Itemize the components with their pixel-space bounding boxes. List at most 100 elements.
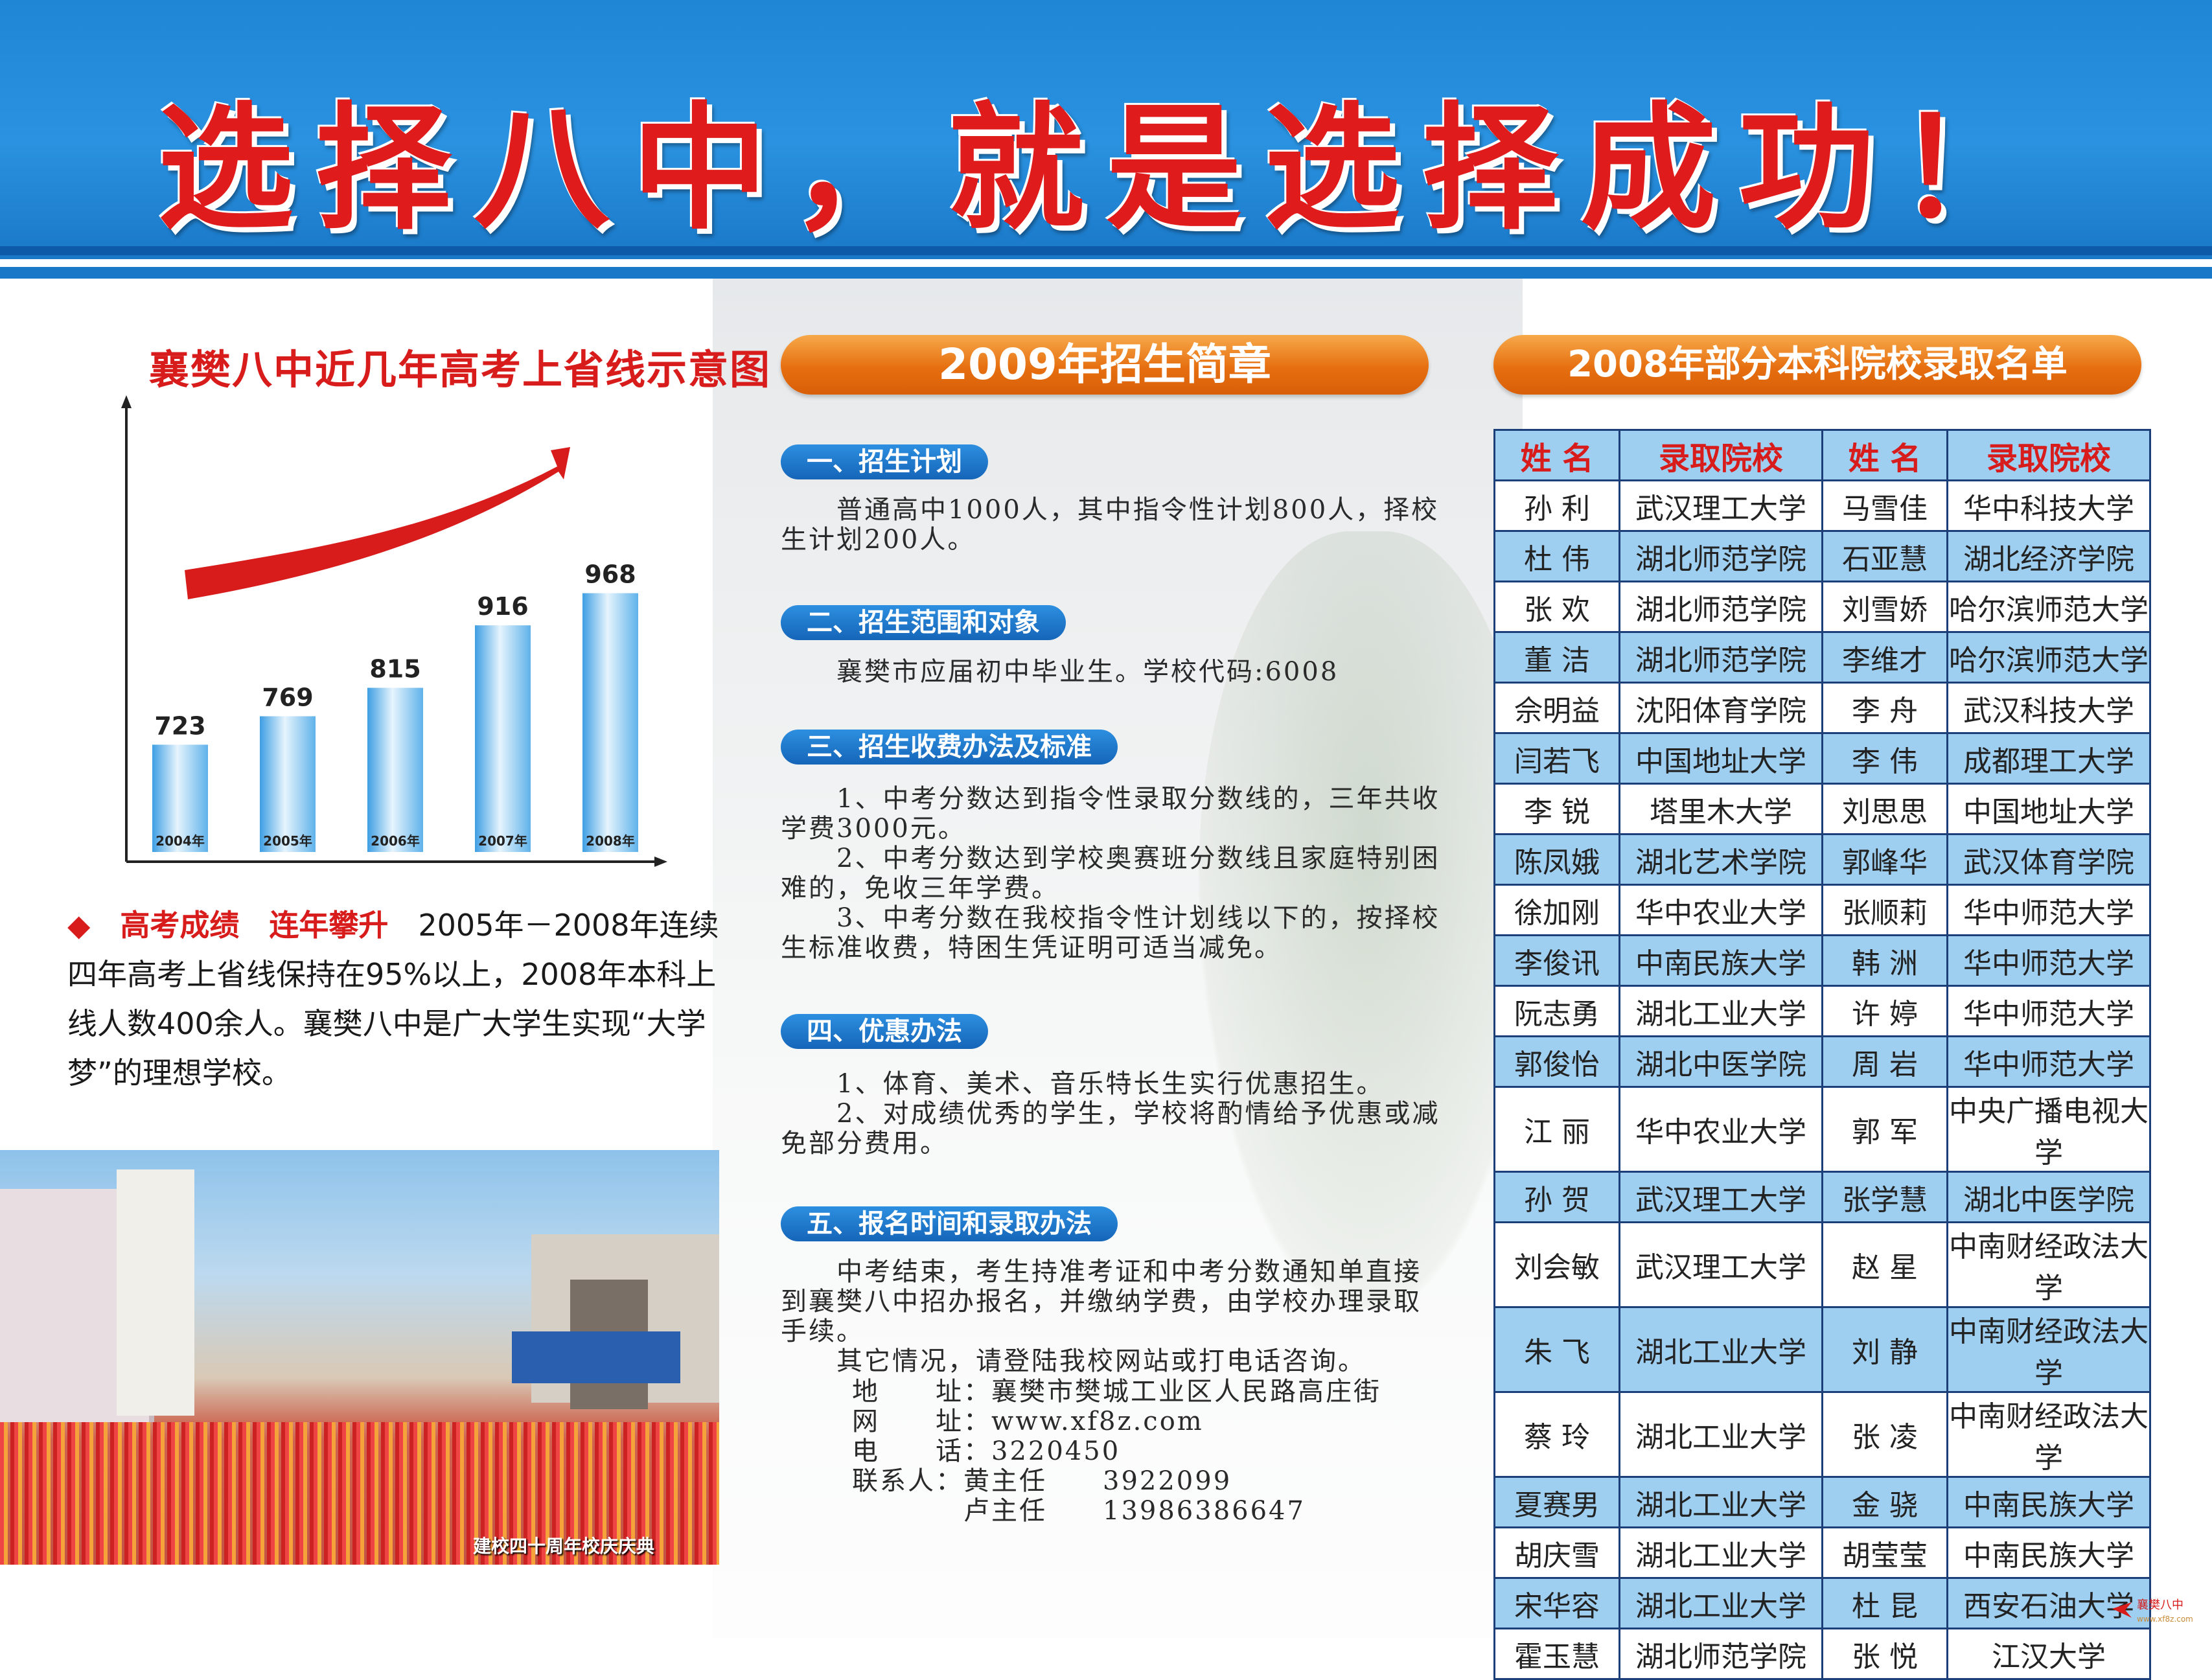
school-cell: 西安石油大学 <box>1946 1577 2151 1629</box>
student-name-cell: 李维才 <box>1821 631 1948 684</box>
section-title-plan: 一、招生计划 <box>781 444 988 479</box>
school-cell: 湖北工业大学 <box>1619 1526 1823 1579</box>
school-cell: 湖北师范学院 <box>1619 530 1823 582</box>
student-name-cell: 李 伟 <box>1821 732 1948 785</box>
website-row: 网 址：www.xf8z.com <box>852 1407 1381 1436</box>
contact-phone: 13986386647 <box>1103 1496 1306 1526</box>
admission-banner: 2009年招生简章 <box>781 335 1429 395</box>
school-cell: 中南民族大学 <box>1619 934 1823 987</box>
photo-caption: 建校四十周年校庆庆典 <box>473 1536 655 1557</box>
slogan: 选择八中，就是选择成功！ <box>157 88 2055 248</box>
student-name-cell: 李俊讯 <box>1493 934 1620 987</box>
student-name-cell: 金 骁 <box>1821 1476 1948 1528</box>
bar <box>475 625 531 852</box>
student-name-cell: 徐加刚 <box>1493 884 1620 936</box>
photo-building <box>117 1169 194 1416</box>
bar-category-label: 2007年 <box>478 833 527 849</box>
column-header: 录取院校 <box>1619 429 1823 481</box>
school-cell: 中南财经政法大学 <box>1946 1391 2151 1478</box>
section-title-discounts: 四、优惠办法 <box>781 1014 988 1049</box>
bar-category-label: 2006年 <box>371 833 420 849</box>
phone-row: 电 话：3220450 <box>852 1436 1381 1466</box>
results-summary: ◆ 高考成绩 连年攀升 2005年－2008年连续四年高考上省线保持在95%以上… <box>67 901 722 1098</box>
address-value: 襄樊市樊城工业区人民路高庄街 <box>991 1377 1381 1407</box>
student-name-cell: 郭俊怡 <box>1493 1035 1620 1088</box>
table-row: 陈凤娥 湖北艺术学院 郭峰华 武汉体育学院 <box>1493 833 2151 886</box>
table-row: 朱 飞湖北工业大学刘 静中南财经政法大学 <box>1493 1306 2151 1393</box>
section-body-registration: 中考结束，考生持准考证和中考分数通知单直接到襄樊八中招办报名，并缴纳学费，由学校… <box>781 1257 1442 1376</box>
y-axis-arrowhead <box>121 395 132 408</box>
section-body-discounts: 1、体育、美术、音乐特长生实行优惠招生。 2、对成绩优秀的学生，学校将酌情给予优… <box>781 1069 1442 1158</box>
student-name-cell: 杜 昆 <box>1821 1577 1948 1629</box>
section-title-registration: 五、报名时间和录取办法 <box>781 1206 1118 1241</box>
table-row: 刘会敏 武汉理工大学赵 星中南财经政法大学 <box>1493 1221 2151 1308</box>
photo-crowd <box>0 1422 719 1565</box>
school-cell: 华中农业大学 <box>1619 884 1823 936</box>
watermark-name: 襄樊八中 <box>2137 1598 2183 1612</box>
school-cell: 湖北师范学院 <box>1619 1628 1823 1680</box>
chart-title: 襄樊八中近几年高考上省线示意图 <box>149 346 772 393</box>
student-name-cell: 刘 静 <box>1821 1306 1948 1393</box>
background-building-image <box>713 279 1523 1638</box>
body-line: 1、体育、美术、音乐特长生实行优惠招生。 <box>781 1069 1385 1099</box>
table-row: 徐加刚 华中农业大学 张顺莉 华中师范大学 <box>1493 884 2151 936</box>
school-cell: 华中科技大学 <box>1946 479 2151 532</box>
school-cell: 湖北工业大学 <box>1619 1391 1823 1478</box>
section-title-scope: 二、招生范围和对象 <box>781 605 1066 640</box>
contact-row-2: 卢主任 13986386647 <box>852 1496 1381 1526</box>
school-cell: 华中师范大学 <box>1946 1035 2151 1088</box>
student-name-cell: 董 洁 <box>1493 631 1620 684</box>
school-cell: 中央广播电视大学 <box>1946 1086 2151 1173</box>
wing-icon <box>2112 1602 2132 1618</box>
bar-value-label: 968 <box>584 560 636 589</box>
bar-category-label: 2008年 <box>586 833 635 849</box>
phone-label: 电 话： <box>852 1436 991 1466</box>
school-cell: 中南民族大学 <box>1946 1476 2151 1528</box>
body-line: 3、中考分数在我校指令性计划线以下的，按择校生标准收费，特困生凭证明可适当减免。 <box>781 903 1440 963</box>
student-name-cell: 阮志勇 <box>1493 985 1620 1037</box>
student-name-cell: 张 凌 <box>1821 1391 1948 1478</box>
school-cell: 武汉理工大学 <box>1619 1171 1823 1223</box>
header-stripe <box>0 267 2212 279</box>
table-row: 李 锐塔里木大学 刘思思 中国地址大学 <box>1493 783 2151 835</box>
bar-category-label: 2004年 <box>156 833 205 849</box>
table-row: 佘明益 沈阳体育学院李 舟武汉科技大学 <box>1493 682 2151 734</box>
school-cell: 武汉理工大学 <box>1619 479 1823 532</box>
student-name-cell: 刘雪娇 <box>1821 581 1948 633</box>
website-label: 网 址： <box>852 1407 991 1436</box>
diamond-icon: ◆ <box>67 908 121 943</box>
bar <box>152 744 208 852</box>
student-name-cell: 赵 星 <box>1821 1221 1948 1308</box>
school-cell: 湖北师范学院 <box>1619 631 1823 684</box>
school-cell: 中南民族大学 <box>1946 1526 2151 1579</box>
contact-row-1: 联系人：黄主任 3922099 <box>852 1466 1381 1496</box>
background-tree-image <box>1199 531 1536 1309</box>
body-line: 2、中考分数达到学校奥赛班分数线且家庭特别困难的，免收三年学费。 <box>781 844 1440 903</box>
student-name-cell: 张 欢 <box>1493 581 1620 633</box>
school-cell: 武汉科技大学 <box>1946 682 2151 734</box>
student-name-cell: 江 丽 <box>1493 1086 1620 1173</box>
body-line: 其它情况，请登陆我校网站或打电话咨询。 <box>781 1346 1366 1376</box>
photo-stage <box>512 1331 680 1383</box>
school-cell: 华中师范大学 <box>1946 985 2151 1037</box>
student-name-cell: 佘明益 <box>1493 682 1620 734</box>
school-cell: 华中师范大学 <box>1946 884 2151 936</box>
student-name-cell: 夏赛男 <box>1493 1476 1620 1528</box>
contact-person: 卢主任 <box>963 1496 1047 1526</box>
table-row: 宋华容 湖北工业大学杜 昆西安石油大学 <box>1493 1577 2151 1629</box>
student-name-cell: 蔡 玲 <box>1493 1391 1620 1478</box>
school-cell: 中南财经政法大学 <box>1946 1221 2151 1308</box>
phone-value: 3220450 <box>991 1436 1121 1466</box>
school-cell: 湖北工业大学 <box>1619 1306 1823 1393</box>
section-title-fees: 三、招生收费办法及标准 <box>781 730 1118 765</box>
school-cell: 沈阳体育学院 <box>1619 682 1823 734</box>
student-name-cell: 陈凤娥 <box>1493 833 1620 886</box>
summary-highlight: 高考成绩 连年攀升 <box>120 908 389 943</box>
admit-list-banner: 2008年部分本科院校录取名单 <box>1493 335 2141 395</box>
student-name-cell: 马雪佳 <box>1821 479 1948 532</box>
body-line: 普通高中1000人，其中指令性计划800人，择校生计划200人。 <box>781 495 1440 555</box>
student-name-cell: 许 婷 <box>1821 985 1948 1037</box>
website-link[interactable]: www.xf8z.com <box>991 1407 1204 1436</box>
body-line: 2、对成绩优秀的学生，学校将酌情给予优惠或减免部分费用。 <box>781 1099 1440 1158</box>
section-body-plan: 普通高中1000人，其中指令性计划800人，择校生计划200人。 <box>781 495 1442 555</box>
